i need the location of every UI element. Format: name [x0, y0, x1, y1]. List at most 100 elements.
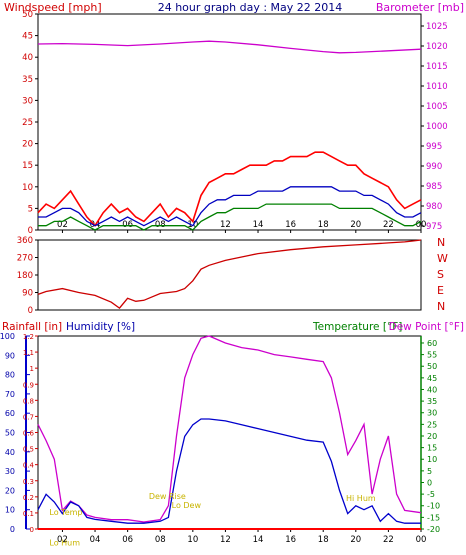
- bottom-x-tick-label: 02: [57, 535, 68, 545]
- compass-label: W: [437, 252, 448, 265]
- bottom-series: [37, 335, 422, 530]
- wind-x-tick-label: 12: [220, 220, 231, 230]
- wind-left-tick-label: 45: [22, 32, 33, 42]
- wind-left-tick-label: 50: [22, 10, 33, 20]
- humidity-tick-label: 50: [5, 429, 15, 438]
- wind-x-tick-label: 00: [416, 220, 427, 230]
- rain-tick-label: 0: [30, 526, 34, 534]
- bottom-x-axis: 02 04 06 08 10 12 14 16 18 20 22 00: [57, 529, 426, 545]
- humidity-tick-label: 70: [5, 390, 15, 399]
- wind-x-tick-label: 14: [253, 220, 264, 230]
- bottom-x-tick-label: 16: [285, 535, 296, 545]
- rain-tick-label: 0.9: [23, 381, 34, 389]
- rain-tick-label: 0.4: [23, 462, 35, 470]
- direction-tick-label: 90: [22, 289, 33, 299]
- wind-left-tick-label: 5: [28, 204, 33, 214]
- bottom-x-tick-label: 18: [318, 535, 329, 545]
- temp-tick-label: 50: [427, 362, 437, 371]
- barometer-tick-label: 1005: [426, 102, 448, 112]
- barometer-tick-label: 1010: [426, 82, 448, 92]
- temp-tick-label: 35: [427, 397, 437, 406]
- wind-x-tick-label: 20: [350, 220, 361, 230]
- wind-left-tick-label: 40: [22, 53, 33, 63]
- direction-tick-label: 270: [17, 254, 33, 264]
- direction-panel-frame: [37, 239, 422, 311]
- direction-series-line-0: [37, 239, 422, 309]
- wind-x-tick-label: 06: [122, 220, 133, 230]
- bottom-x-tick-label: 10: [187, 535, 198, 545]
- temp-tick-label: 30: [427, 409, 437, 418]
- wind-series-line-2: [38, 203, 422, 231]
- rain-tick-label: 0.8: [23, 397, 34, 405]
- barometer-tick-label: 985: [426, 182, 442, 192]
- wind-x-axis: 02 04 06 08 10 12 14 16 18 20 22 00: [57, 220, 426, 233]
- bottom-x-tick-label: 06: [122, 535, 133, 545]
- windspeed-axis-title: Windspeed [mph]: [4, 1, 102, 14]
- rainfall-axis-title: Rainfall [in]: [2, 321, 62, 333]
- bottom-x-tick-label: 12: [220, 535, 231, 545]
- temp-tick-label: 10: [427, 455, 437, 464]
- humidity-tick-label: 40: [5, 448, 15, 457]
- temp-tick-label: -15: [427, 513, 440, 522]
- wind-left-tick-label: 0: [28, 226, 33, 236]
- bottom-x-tick-label: 14: [253, 535, 264, 545]
- humidity-tick-label: 20: [5, 486, 15, 495]
- temperature-axis: -20 -15 -10 -5 0 5 10 15 20 25 30 35 40 45 50 55 60: [421, 339, 440, 534]
- temp-tick-label: 20: [427, 432, 437, 441]
- barometer-tick-label: 1015: [426, 62, 448, 72]
- annotation-label: Lo Dew: [172, 501, 202, 510]
- bottom-x-tick-label: 00: [416, 535, 427, 545]
- barometer-tick-label: 1025: [426, 22, 448, 32]
- barometer-tick-label: 1020: [426, 42, 448, 52]
- direction-tick-label: 360: [17, 236, 33, 246]
- rain-tick-label: 1.1: [23, 349, 34, 357]
- compass-label: N: [437, 236, 445, 249]
- wind-series-line-0: [37, 151, 422, 228]
- barometer-tick-label: 1000: [426, 122, 448, 132]
- temperature-axis-title: Temperature [°F]: [312, 321, 402, 333]
- wind-left-tick-label: 35: [22, 75, 33, 85]
- wind-x-tick-label: 22: [383, 220, 394, 230]
- bottom-x-tick-label: 22: [383, 535, 394, 545]
- dewpoint-axis-title: Dew Point [°F]: [389, 321, 464, 333]
- humidity-tick-label: 60: [5, 409, 15, 418]
- rainfall-axis: 0 0.1 0.2 0.3 0.4 0.5 0.6 0.7 0.8 0.9 1 1.1 1.2: [23, 333, 38, 534]
- wind-left-tick-label: 20: [22, 140, 33, 150]
- temp-tick-label: -5: [427, 490, 435, 499]
- wind-left-tick-label: 30: [22, 96, 33, 106]
- barometer-right-axis: 975 980 985 990 995 1000 1005 1010 1015 1020 1025: [421, 22, 448, 232]
- bottom-series-line-0: [37, 335, 422, 523]
- direction-series: [37, 239, 422, 309]
- barometer-tick-label: 980: [426, 202, 442, 212]
- rain-tick-label: 0.2: [23, 494, 34, 502]
- wind-series: [37, 40, 422, 231]
- bottom-series-line-1: [37, 418, 421, 524]
- temp-tick-label: 55: [427, 351, 437, 360]
- humidity-axis-title: Humidity [%]: [66, 321, 135, 333]
- temp-tick-label: 15: [427, 444, 437, 453]
- temp-tick-label: 60: [427, 339, 437, 348]
- compass-label: E: [437, 284, 444, 297]
- temp-tick-label: 25: [427, 420, 437, 429]
- bottom-x-tick-label: 20: [350, 535, 361, 545]
- rain-tick-label: 0.5: [23, 446, 34, 454]
- wind-x-tick-label: 18: [318, 220, 329, 230]
- bottom-x-tick-label: 08: [155, 535, 166, 545]
- temp-tick-label: 40: [427, 385, 437, 394]
- rain-tick-label: 0.3: [23, 478, 34, 486]
- temp-tick-label: 45: [427, 374, 437, 383]
- direction-tick-label: 180: [17, 271, 33, 281]
- wind-left-axis: 0 5 10 15 20 25 30 35 40 45 50: [22, 10, 38, 236]
- rain-tick-label: 1: [30, 365, 34, 373]
- direction-tick-label: 0: [28, 306, 33, 316]
- annotation-label: Hi Hum: [346, 494, 376, 503]
- barometer-tick-label: 990: [426, 162, 442, 172]
- rain-tick-label: 0.7: [23, 413, 34, 421]
- temp-tick-label: 0: [427, 478, 432, 487]
- barometer-tick-label: 995: [426, 142, 442, 152]
- annotation-label: Lo Hum: [49, 538, 80, 547]
- wind-left-tick-label: 15: [22, 161, 33, 171]
